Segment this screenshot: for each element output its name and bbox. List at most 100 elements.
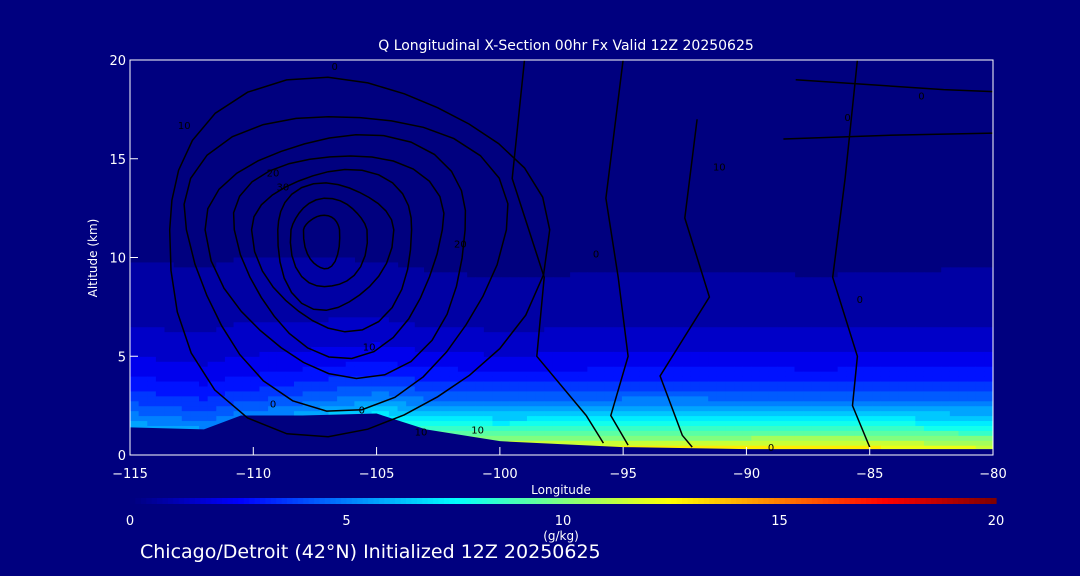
- heatmap-cell: [759, 376, 770, 382]
- heatmap-cell: [708, 420, 718, 426]
- heatmap-cell: [932, 385, 942, 392]
- heatmap-cell: [406, 272, 416, 278]
- heatmap-cell: [837, 351, 847, 357]
- heatmap-cell: [233, 326, 243, 333]
- heatmap-cell: [190, 282, 200, 288]
- heatmap-cell: [708, 311, 718, 318]
- heatmap-cell: [932, 361, 942, 367]
- heatmap-cell: [785, 435, 796, 441]
- heatmap-cell: [794, 366, 804, 372]
- heatmap-cell: [587, 435, 597, 441]
- heatmap-cell: [570, 351, 580, 357]
- heatmap-cell: [466, 366, 476, 372]
- heatmap-cell: [803, 306, 813, 313]
- colorbar-segment: [335, 498, 342, 504]
- heatmap-cell: [880, 316, 891, 323]
- heatmap-cell: [872, 395, 882, 402]
- heatmap-cell: [863, 425, 873, 431]
- heatmap-cell: [993, 430, 1002, 436]
- heatmap-cell: [872, 385, 882, 392]
- heatmap-cell: [811, 410, 821, 417]
- heatmap-cell: [923, 385, 934, 392]
- heatmap-cell: [984, 351, 993, 357]
- heatmap-cell: [656, 420, 666, 426]
- heatmap-cell: [380, 282, 390, 288]
- heatmap-cell: [475, 301, 485, 308]
- heatmap-cell: [501, 292, 511, 298]
- heatmap-cell: [647, 380, 658, 387]
- heatmap-cell: [483, 410, 494, 417]
- heatmap-cell: [716, 272, 727, 278]
- heatmap-cell: [725, 410, 735, 417]
- heatmap-cell: [199, 405, 209, 412]
- heatmap-cell: [173, 326, 183, 333]
- heatmap-cell: [449, 376, 459, 382]
- heatmap-cell: [285, 297, 295, 303]
- heatmap-cell: [932, 371, 942, 377]
- heatmap-cell: [837, 405, 847, 412]
- heatmap-cell: [285, 346, 295, 352]
- heatmap-cell: [130, 292, 140, 298]
- heatmap-cell: [984, 385, 993, 392]
- heatmap-cell: [785, 385, 796, 392]
- heatmap-cell: [242, 351, 252, 357]
- heatmap-cell: [967, 400, 977, 407]
- heatmap-cell: [276, 356, 286, 362]
- heatmap-cell: [147, 336, 157, 343]
- heatmap-cell: [190, 400, 200, 407]
- heatmap-cell: [923, 405, 934, 412]
- colorbar-segment: [140, 498, 147, 504]
- heatmap-cell: [751, 282, 761, 288]
- heatmap-cell: [449, 297, 459, 303]
- heatmap-cell: [319, 321, 330, 328]
- heatmap-cell: [242, 336, 252, 343]
- heatmap-cell: [759, 306, 770, 313]
- heatmap-cell: [872, 301, 882, 308]
- heatmap-cell: [276, 346, 286, 352]
- heatmap-cell: [630, 420, 640, 426]
- heatmap-cell: [466, 346, 476, 352]
- heatmap-cell: [587, 316, 597, 323]
- heatmap-cell: [665, 336, 675, 343]
- colorbar-segment: [130, 498, 137, 504]
- heatmap-cell: [552, 430, 563, 436]
- colorbar-segment: [676, 498, 683, 504]
- heatmap-cell: [768, 425, 778, 431]
- heatmap-cell: [621, 277, 632, 283]
- heatmap-cell: [164, 301, 174, 308]
- heatmap-cell: [259, 390, 269, 397]
- heatmap-cell: [337, 395, 347, 402]
- heatmap-cell: [820, 361, 830, 367]
- heatmap-cell: [751, 346, 761, 352]
- heatmap-cell: [432, 282, 442, 288]
- heatmap-cell: [138, 361, 148, 367]
- heatmap-cell: [837, 395, 847, 402]
- heatmap-cell: [354, 351, 364, 357]
- heatmap-cell: [872, 366, 882, 372]
- heatmap-cell: [949, 405, 960, 412]
- heatmap-cell: [794, 336, 804, 343]
- heatmap-cell: [647, 405, 658, 412]
- heatmap-cell: [699, 410, 709, 417]
- heatmap-cell: [345, 311, 355, 318]
- heatmap-cell: [337, 301, 347, 308]
- heatmap-cell: [604, 301, 614, 308]
- heatmap-cell: [785, 400, 796, 407]
- heatmap-cell: [483, 405, 494, 412]
- heatmap-cell: [734, 366, 744, 372]
- heatmap-cell: [509, 351, 519, 357]
- heatmap-cell: [432, 321, 442, 328]
- heatmap-cell: [932, 380, 942, 387]
- heatmap-cell: [216, 361, 226, 367]
- heatmap-cell: [975, 326, 985, 333]
- heatmap-cell: [682, 380, 692, 387]
- heatmap-cell: [509, 361, 519, 367]
- heatmap-cell: [552, 316, 563, 323]
- heatmap-cell: [216, 292, 226, 298]
- heatmap-cell: [354, 336, 364, 343]
- heatmap-cell: [138, 306, 148, 313]
- heatmap-cell: [699, 440, 709, 446]
- heatmap-cell: [388, 287, 399, 293]
- heatmap-cell: [975, 311, 985, 318]
